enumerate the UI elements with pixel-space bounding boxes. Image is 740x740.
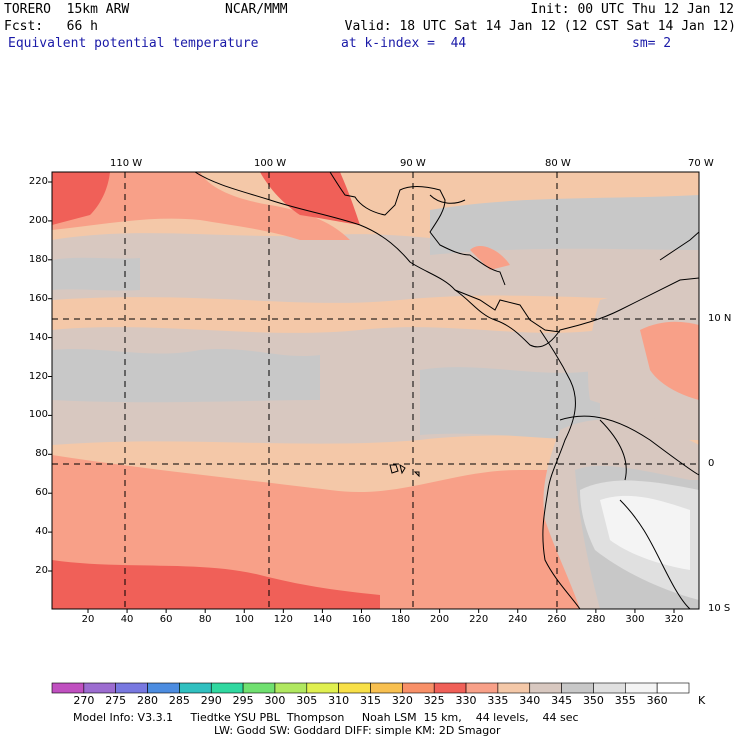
x-tick-label: 320 — [664, 614, 684, 625]
colorbar-label: 360 — [646, 694, 668, 707]
colorbar-swatch — [624, 682, 658, 694]
field-name: Equivalent potential temperature — [8, 36, 259, 51]
lat-label-0: 0 — [708, 458, 715, 469]
axis-ticks — [48, 181, 675, 613]
colorbar-swatch — [402, 682, 435, 694]
colorbar-swatch — [147, 682, 180, 694]
x-tick-label: 20 — [81, 614, 95, 625]
x-tick-label: 300 — [625, 614, 645, 625]
x-tick-label: 240 — [508, 614, 528, 625]
colorbar-swatch — [179, 682, 212, 694]
colorbar-label: 270 — [73, 694, 95, 707]
colorbar-swatch — [115, 682, 148, 694]
colorbar-swatch — [561, 682, 594, 694]
lon-label-90w: 90 W — [400, 158, 426, 169]
colorbar-label: 320 — [391, 694, 413, 707]
map-field — [52, 172, 699, 609]
colorbar-swatch — [433, 682, 467, 694]
colorbar-label: 325 — [423, 694, 445, 707]
colorbar-label: 350 — [582, 694, 604, 707]
y-tick-label: 180 — [28, 253, 48, 265]
y-tick-label: 200 — [28, 214, 48, 226]
colorbar-swatch — [51, 682, 85, 694]
x-tick-label: 220 — [469, 614, 489, 625]
y-tick-label: 100 — [28, 409, 48, 421]
x-tick-label: 60 — [159, 614, 173, 625]
x-tick-label: 140 — [312, 614, 332, 625]
x-tick-label: 160 — [351, 614, 371, 625]
model-info-line2: LW: Godd SW: Goddard DIFF: simple KM: 2D… — [214, 724, 501, 737]
model-info-line1: Model Info: V3.3.1 Tiedtke YSU PBL Thomp… — [73, 711, 579, 724]
colorbar-label: 315 — [360, 694, 381, 707]
init-time: Init: 00 UTC Thu 12 Jan 12 — [530, 2, 735, 17]
colorbar-label: 335 — [487, 694, 509, 707]
colorbar-swatch — [306, 682, 339, 694]
lat-lon-grid — [52, 172, 699, 609]
colorbar-label: 355 — [614, 694, 636, 707]
colorbar-label: 345 — [551, 694, 573, 707]
x-tick-label: 80 — [198, 614, 212, 625]
colorbar-swatch — [656, 682, 690, 694]
x-tick-label: 180 — [390, 614, 411, 625]
colorbar-swatch — [210, 682, 244, 694]
colorbar-label: 300 — [264, 694, 286, 707]
y-tick-label: 120 — [28, 370, 48, 382]
colorbar-swatch — [370, 682, 403, 694]
y-tick-label: 140 — [28, 331, 48, 343]
lat-label-10s: 10 S — [708, 603, 731, 614]
colorbar-swatch — [242, 682, 276, 694]
lon-label-70w: 70 W — [688, 158, 714, 169]
smoothing-info: sm= 2 — [632, 36, 672, 51]
y-tick-label: 20 — [35, 565, 48, 576]
y-tick-label: 80 — [35, 448, 48, 460]
y-tick-label: 220 — [28, 176, 48, 187]
x-tick-label: 200 — [430, 614, 450, 625]
forecast-hour: Fcst: 66 h — [4, 19, 98, 34]
colorbar-label: 280 — [137, 694, 159, 707]
colorbar-swatch — [83, 682, 116, 694]
colorbar-label: 290 — [200, 694, 222, 707]
lon-label-80w: 80 W — [545, 158, 571, 169]
colorbar-label: 295 — [232, 694, 254, 707]
colorbar-swatch — [274, 682, 308, 694]
colorbar-swatch — [593, 682, 626, 694]
lon-label-100w: 100 W — [254, 158, 287, 169]
coastlines — [194, 172, 699, 609]
colorbar-swatch — [497, 682, 531, 694]
y-tick-label: 160 — [28, 292, 48, 304]
colorbar-label: 340 — [519, 694, 541, 707]
level-info: at k-index = 44 — [341, 36, 467, 51]
colorbar-swatch — [338, 682, 371, 694]
valid-time: Valid: 18 UTC Sat 14 Jan 12 (12 CST Sat … — [344, 19, 736, 34]
x-tick-label: 100 — [234, 614, 254, 625]
model-name: TORERO 15km ARW — [4, 2, 130, 17]
x-tick-label: 260 — [547, 614, 567, 625]
colorbar-label: 330 — [455, 694, 477, 707]
colorbar-label: 310 — [328, 694, 350, 707]
x-tick-label: 280 — [586, 614, 606, 625]
colorbar-label: 305 — [296, 694, 318, 707]
y-tick-label: 60 — [35, 487, 48, 499]
equivalent-potential-temperature-map — [48, 171, 700, 613]
colorbar-label: 285 — [168, 694, 190, 707]
y-tick-label: 40 — [35, 526, 48, 538]
organization: NCAR/MMM — [225, 2, 288, 17]
x-tick-label: 120 — [273, 614, 293, 625]
colorbar-label: 275 — [105, 694, 127, 707]
map-frame — [51, 171, 700, 610]
lon-label-110w: 110 W — [110, 158, 143, 169]
lat-label-10n: 10 N — [708, 313, 732, 324]
colorbar-swatch — [465, 682, 499, 694]
colorbar-swatch — [529, 682, 562, 694]
x-tick-label: 40 — [120, 614, 134, 625]
colorbar-unit: K — [698, 694, 706, 707]
